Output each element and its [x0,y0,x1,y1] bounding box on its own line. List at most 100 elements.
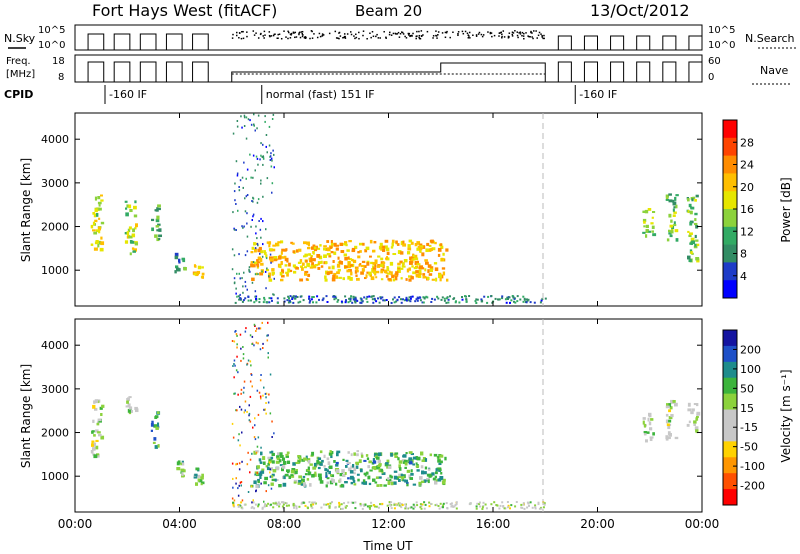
power-ground-cell [344,295,347,298]
power-cell [124,240,129,244]
power-cell [311,262,314,265]
velocity-cell [311,451,315,456]
velocity-cell [364,472,367,477]
power-noise-cell [243,125,246,127]
power-noise-cell [234,182,236,185]
power-cell [157,207,161,211]
nsky-point [392,32,395,35]
power-ground-cell [414,300,417,303]
velocity-noise-cell [249,471,251,474]
power-cell [675,238,679,242]
velocity-noise-cell [267,334,269,337]
power-noise-cell [241,225,243,228]
velocity-cell [387,465,392,469]
power-noise-cell [252,176,254,179]
power-cell [271,268,275,272]
power-ground-cell [253,301,256,304]
power-cell [313,246,317,250]
velocity-ground-cell [421,503,424,506]
velocity-ground-cell [277,501,280,504]
power-cell [369,255,372,258]
power-noise-cell [238,253,240,256]
velocity-ground-cell [430,502,432,505]
velocity-cell [381,472,386,475]
power-cell [391,242,394,247]
velocity-cell [441,481,446,485]
power-noise-cell [233,228,236,231]
velocity-noise-cell [265,402,267,404]
velocity-noise-cell [254,473,256,476]
velocity-ground-cell [509,507,511,510]
power-noise-cell [235,292,237,295]
power-cell [391,274,395,278]
velocity-ground-cell [521,506,524,509]
power-ground-cell [258,301,261,304]
velocity-ground-cell [445,502,448,505]
power-cell [375,270,380,274]
power-cell [201,272,205,276]
velocity-noise-cell [239,444,241,447]
power-cell [304,270,309,274]
power-cell [263,251,267,255]
nsky-point [350,33,353,36]
velocity-ground-cell [243,503,246,506]
nsearch-label: N.Search [745,32,795,45]
nsky-point [469,37,471,39]
velocity-noise-cell [241,499,244,502]
power-cell [671,228,674,231]
velocity-cell [127,397,130,402]
power-noise-cell [252,261,255,263]
power-cell [253,261,258,265]
power-noise-cell [262,157,265,160]
power-cell [375,276,378,279]
velocity-noise-cell [240,347,242,350]
power-ground-cell [315,301,318,304]
nsky-point [444,36,447,39]
power-cell [360,271,364,275]
velocity-ground-cell [232,503,235,506]
nsky-point [263,30,266,33]
power-cell [668,232,672,235]
power-colorbar-tick-label: 24 [740,159,754,172]
velocity-cell [348,467,352,472]
power-cell [176,267,180,272]
power-cell [695,225,699,229]
velocity-ground-cell [542,506,545,509]
power-noise-cell [271,118,274,120]
velocity-noise-cell [235,333,238,336]
power-cell [316,254,321,258]
power-ground-cell [283,300,286,303]
velocity-cell [181,462,185,466]
nsky-point [311,37,314,39]
power-noise-cell [232,211,234,214]
velocity-cell [645,439,648,443]
nsky-point [343,36,345,39]
power-cell [421,252,425,257]
velocity-ground-cell [253,507,256,510]
velocity-ground-cell [232,501,234,504]
velocity-ground-cell [442,506,444,509]
power-noise-cell [248,268,250,271]
velocity-ground-cell [252,501,255,504]
freq-block [557,61,572,82]
power-ground-cell [393,296,396,299]
nsky-point [493,34,496,37]
velocity-cell [353,467,357,472]
velocity-cell [369,460,373,463]
velocity-cell [375,456,380,460]
velocity-ground-cell [537,501,540,504]
power-ground-cell [302,299,305,302]
power-colorbar-tick-label: 8 [740,248,747,261]
figure-title: Fort Hays West (fitACF) [92,1,277,20]
velocity-cell [293,479,298,483]
nsky-point [241,30,243,33]
power-cell [442,271,446,276]
power-cell [263,250,266,254]
velocity-cell [375,476,379,480]
velocity-cell [422,457,426,460]
power-cell [645,229,649,233]
velocity-cell [403,459,408,463]
power-cell [134,200,137,204]
nsky-point [294,31,297,34]
velocity-noise-cell [255,330,257,332]
